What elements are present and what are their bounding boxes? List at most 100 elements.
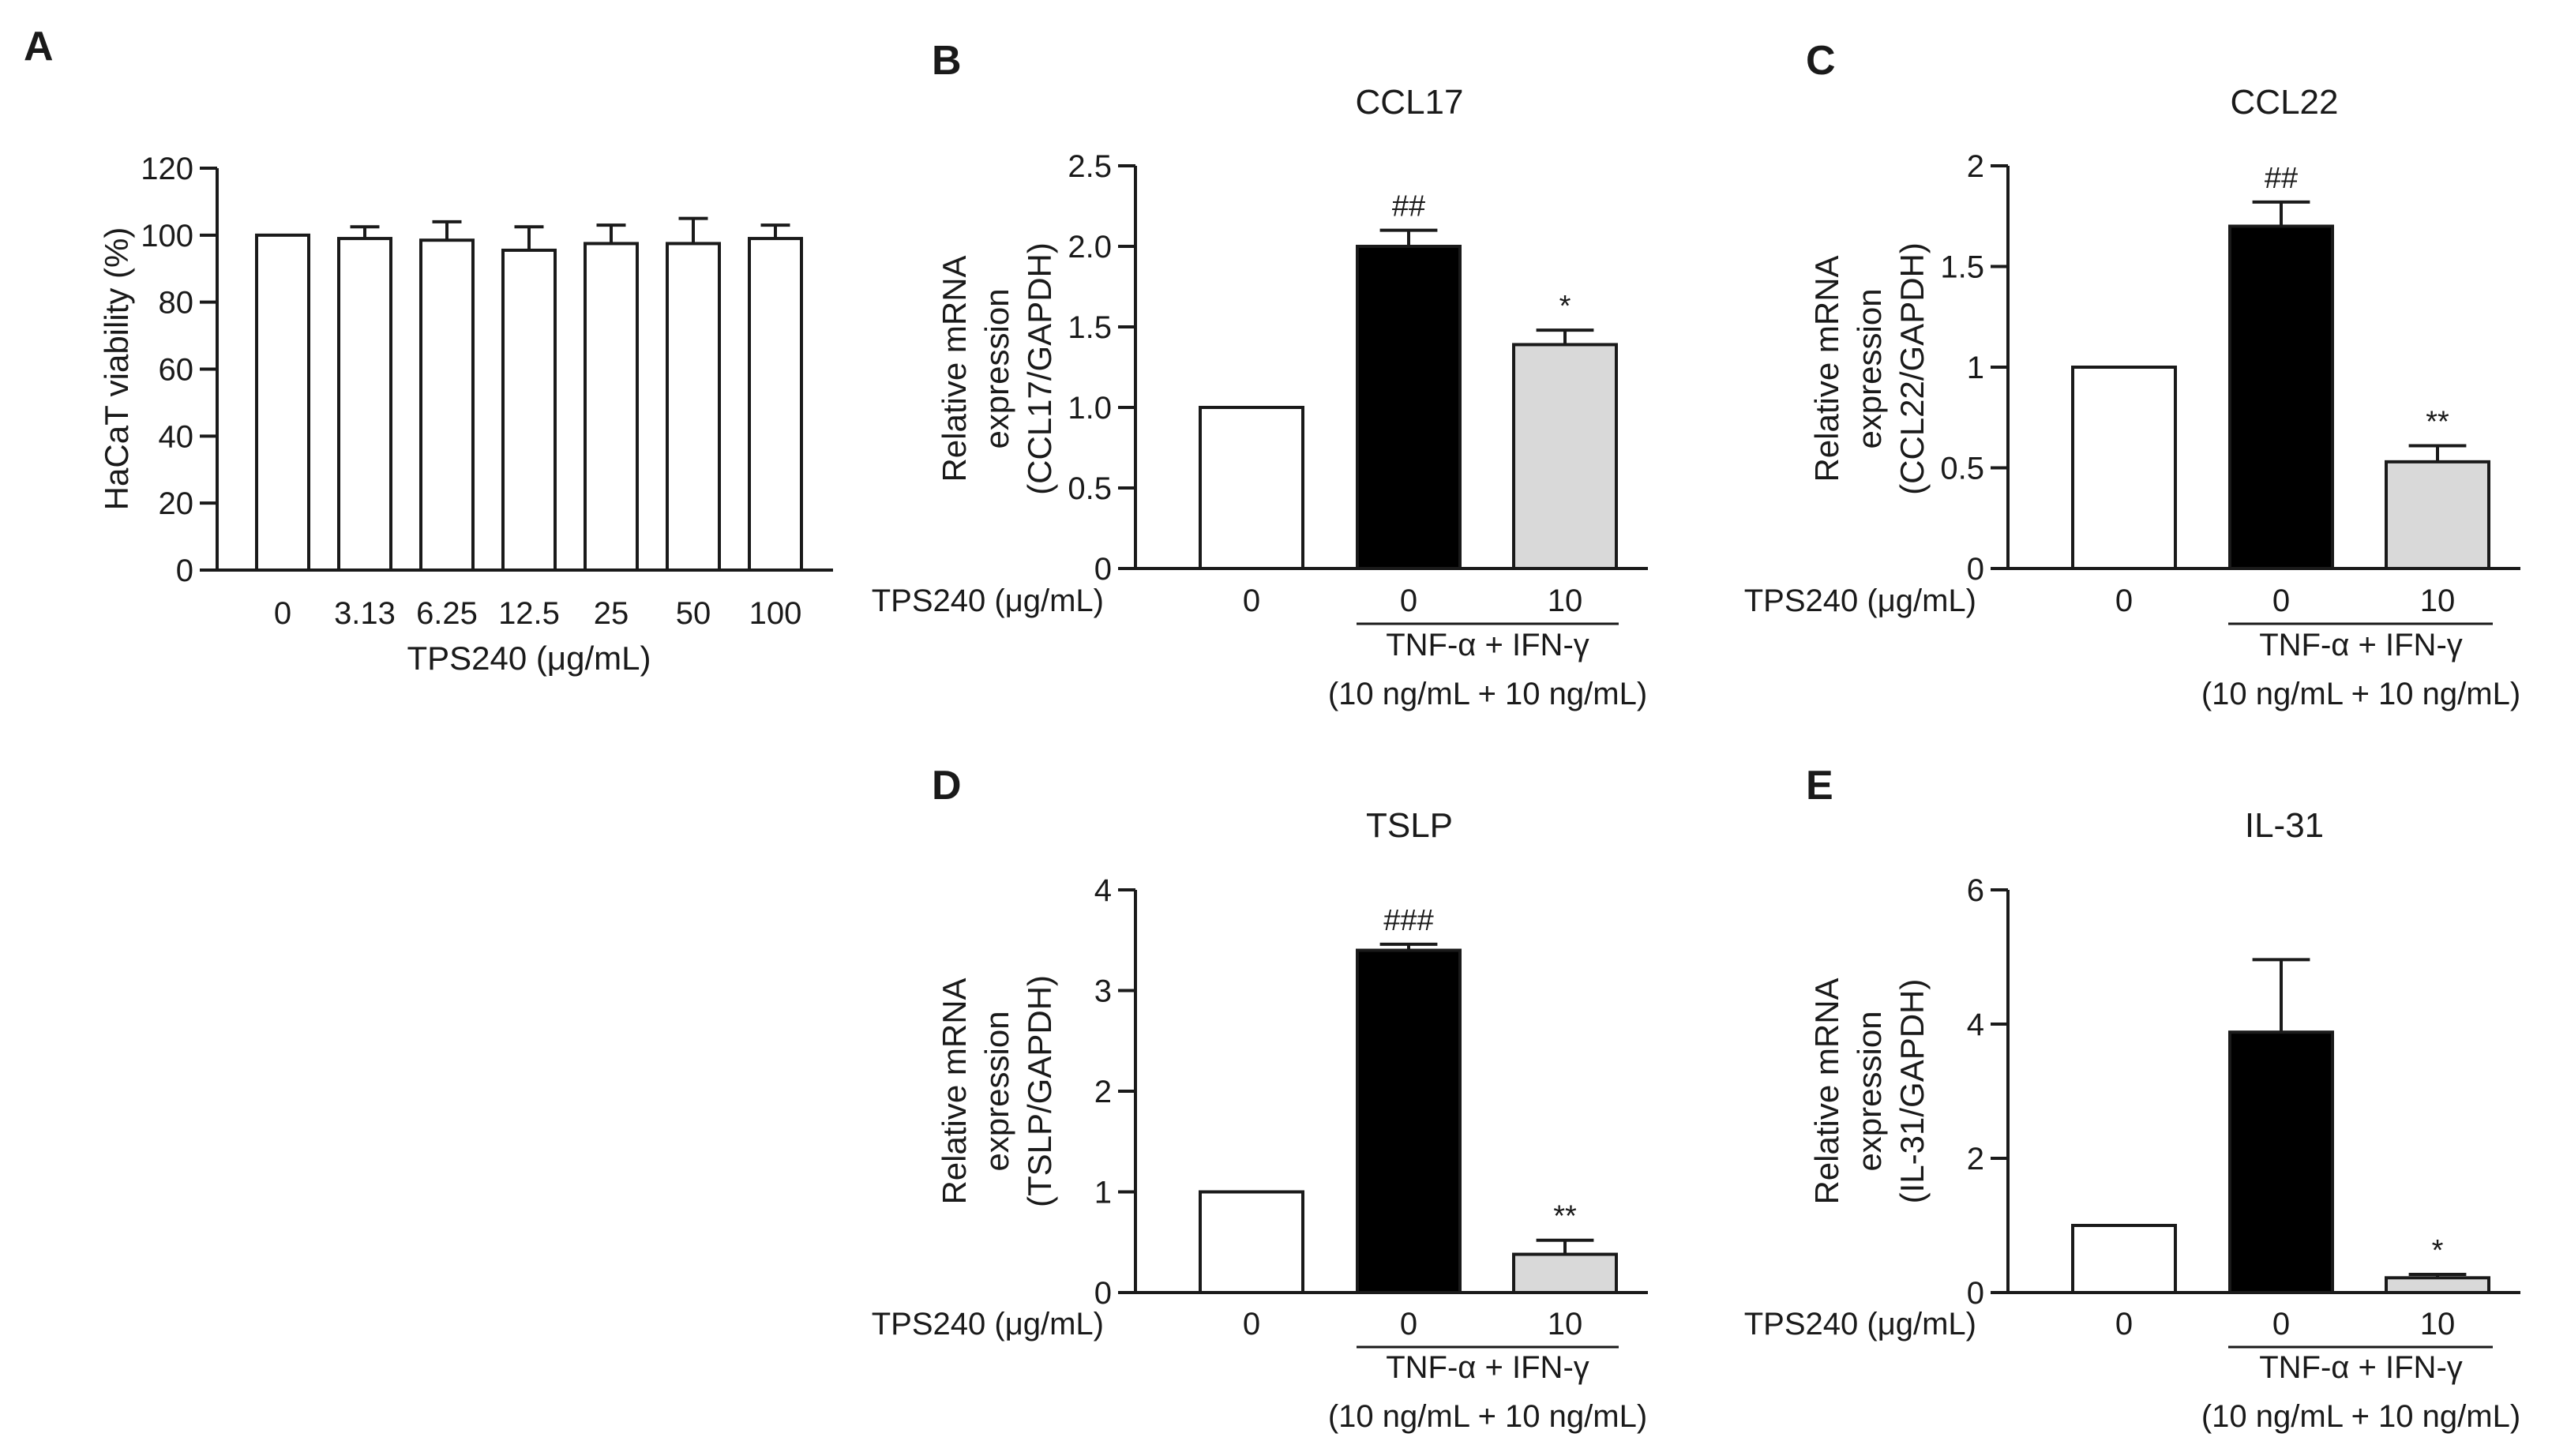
x-tick-label: 0 [274, 596, 291, 631]
y-tick-label: 3 [1094, 974, 1112, 1009]
panel-c: C CCL22 0 0.5 1 1.5 2 Relative mRNA expression (C… [1744, 38, 2520, 711]
x-tick-label: 0 [1243, 1307, 1260, 1342]
y-tick-label: 100 [141, 219, 193, 253]
x-tick-label: 25 [594, 596, 629, 631]
panel-d: D TSLP 0 1 2 3 4 Relative mRNA expression (TSLP/G… [872, 763, 1648, 1434]
y-tick-label: 1.5 [1068, 310, 1112, 345]
row-label: TPS240 (μg/mL) [1744, 584, 1976, 618]
y-tick-label: 40 [159, 419, 194, 454]
chart-title: TSLP [1366, 806, 1453, 845]
panel-letter: E [1806, 763, 1833, 809]
panel-letter: C [1806, 38, 1836, 84]
y-tick-label: 2.0 [1068, 230, 1112, 265]
x-tick-label: 0 [2115, 1307, 2133, 1342]
y-tick-label: 0 [1094, 1276, 1112, 1311]
panel-letter: B [932, 38, 962, 84]
y-axis-label: Relative mRNA [1808, 255, 1845, 482]
x-tick-label: 10 [2420, 1307, 2456, 1342]
y-tick-label: 80 [159, 286, 194, 321]
y-axis-label: Relative mRNA [936, 255, 973, 482]
bar [2385, 1276, 2490, 1295]
x-tick-label: 0 [2272, 584, 2290, 618]
bar [1356, 245, 1462, 570]
treatment-label: TNF-α + IFN-γ [2259, 1350, 2463, 1385]
bar [748, 237, 803, 572]
bar [2228, 224, 2334, 570]
x-axis-label: TPS240 (μg/mL) [407, 640, 651, 677]
row-label: TPS240 (μg/mL) [1744, 1307, 1976, 1342]
y-tick-label: 0.5 [1068, 471, 1112, 506]
treatment-dose-label: (10 ng/mL + 10 ng/mL) [2201, 677, 2520, 711]
panel-letter: D [932, 763, 962, 809]
y-tick-label: 2.5 [1068, 149, 1112, 184]
y-tick-label: 1 [1967, 351, 1984, 385]
y-tick-label: 4 [1967, 1008, 1984, 1042]
bar [337, 237, 392, 572]
y-axis-label: (CCL17/GAPDH) [1021, 242, 1058, 495]
y-tick-label: 2 [1094, 1075, 1112, 1109]
bar [1199, 406, 1304, 570]
x-tick-label: 3.13 [334, 596, 396, 631]
y-tick-label: 4 [1094, 873, 1112, 908]
significance-label: * [2432, 1234, 2444, 1267]
treatment-dose-label: (10 ng/mL + 10 ng/mL) [2201, 1399, 2520, 1434]
significance-label: ** [2426, 405, 2449, 438]
significance-label: * [1559, 290, 1571, 323]
bar [1356, 948, 1462, 1294]
y-tick-label: 2 [1967, 149, 1984, 184]
x-tick-label: 0 [2272, 1307, 2290, 1342]
treatment-dose-label: (10 ng/mL + 10 ng/mL) [1328, 1399, 1647, 1434]
bar [2385, 460, 2490, 570]
bar [501, 248, 557, 572]
chart-title: CCL22 [2231, 83, 2339, 122]
chart-title: CCL17 [1356, 83, 1464, 122]
significance-label: ## [1392, 190, 1425, 223]
significance-label: ### [1383, 904, 1433, 937]
y-axis-label: (CCL22/GAPDH) [1893, 242, 1931, 495]
x-tick-label: 50 [676, 596, 711, 631]
bar [584, 242, 639, 572]
panel-letter: A [24, 24, 54, 69]
bar [1512, 343, 1618, 570]
y-axis-label: expression [1851, 1011, 1888, 1171]
x-tick-label: 100 [749, 596, 802, 631]
row-label: TPS240 (μg/mL) [872, 584, 1104, 618]
chart-title: IL-31 [2245, 806, 2324, 845]
bar [255, 233, 310, 572]
bar [2228, 1030, 2334, 1294]
y-tick-label: 0 [176, 554, 193, 588]
y-axis-label: (TSLP/GAPDH) [1021, 975, 1058, 1207]
bar [666, 242, 721, 572]
y-tick-label: 60 [159, 353, 194, 388]
significance-label: ** [1553, 1200, 1577, 1233]
treatment-label: TNF-α + IFN-γ [1386, 1350, 1589, 1385]
y-tick-label: 20 [159, 486, 194, 521]
y-axis-label: expression [978, 288, 1015, 448]
y-tick-label: 1 [1094, 1176, 1112, 1210]
bar [1512, 1252, 1618, 1295]
x-tick-label: 12.5 [498, 596, 560, 631]
x-tick-label: 10 [1548, 584, 1583, 618]
x-tick-label: 0 [1243, 584, 1260, 618]
y-tick-label: 0 [1967, 552, 1984, 587]
bar [2071, 1224, 2177, 1294]
y-axis-label: expression [978, 1011, 1015, 1171]
panel-b: B CCL17 0 0.5 1.0 1.5 2.0 2.5 Relative mRNA expre… [872, 38, 1648, 711]
y-axis-label: expression [1851, 288, 1888, 448]
y-axis-label: Relative mRNA [936, 978, 973, 1204]
x-tick-label: 0 [2115, 584, 2133, 618]
x-tick-label: 10 [1548, 1307, 1583, 1342]
y-axis-label: (IL-31/GAPDH) [1893, 979, 1931, 1204]
bar [419, 238, 475, 572]
bar [1199, 1190, 1304, 1294]
y-tick-label: 2 [1967, 1142, 1984, 1176]
x-tick-label: 0 [1400, 1307, 1417, 1342]
panel-e: E IL-31 0 2 4 6 Relative mRNA expression (IL-31/… [1744, 763, 2520, 1434]
x-tick-label: 0 [1400, 584, 1417, 618]
treatment-label: TNF-α + IFN-γ [2259, 628, 2463, 662]
treatment-label: TNF-α + IFN-γ [1386, 628, 1589, 662]
y-tick-label: 1.5 [1940, 250, 1984, 285]
x-tick-label: 10 [2420, 584, 2456, 618]
y-axis-label: Relative mRNA [1808, 978, 1845, 1204]
